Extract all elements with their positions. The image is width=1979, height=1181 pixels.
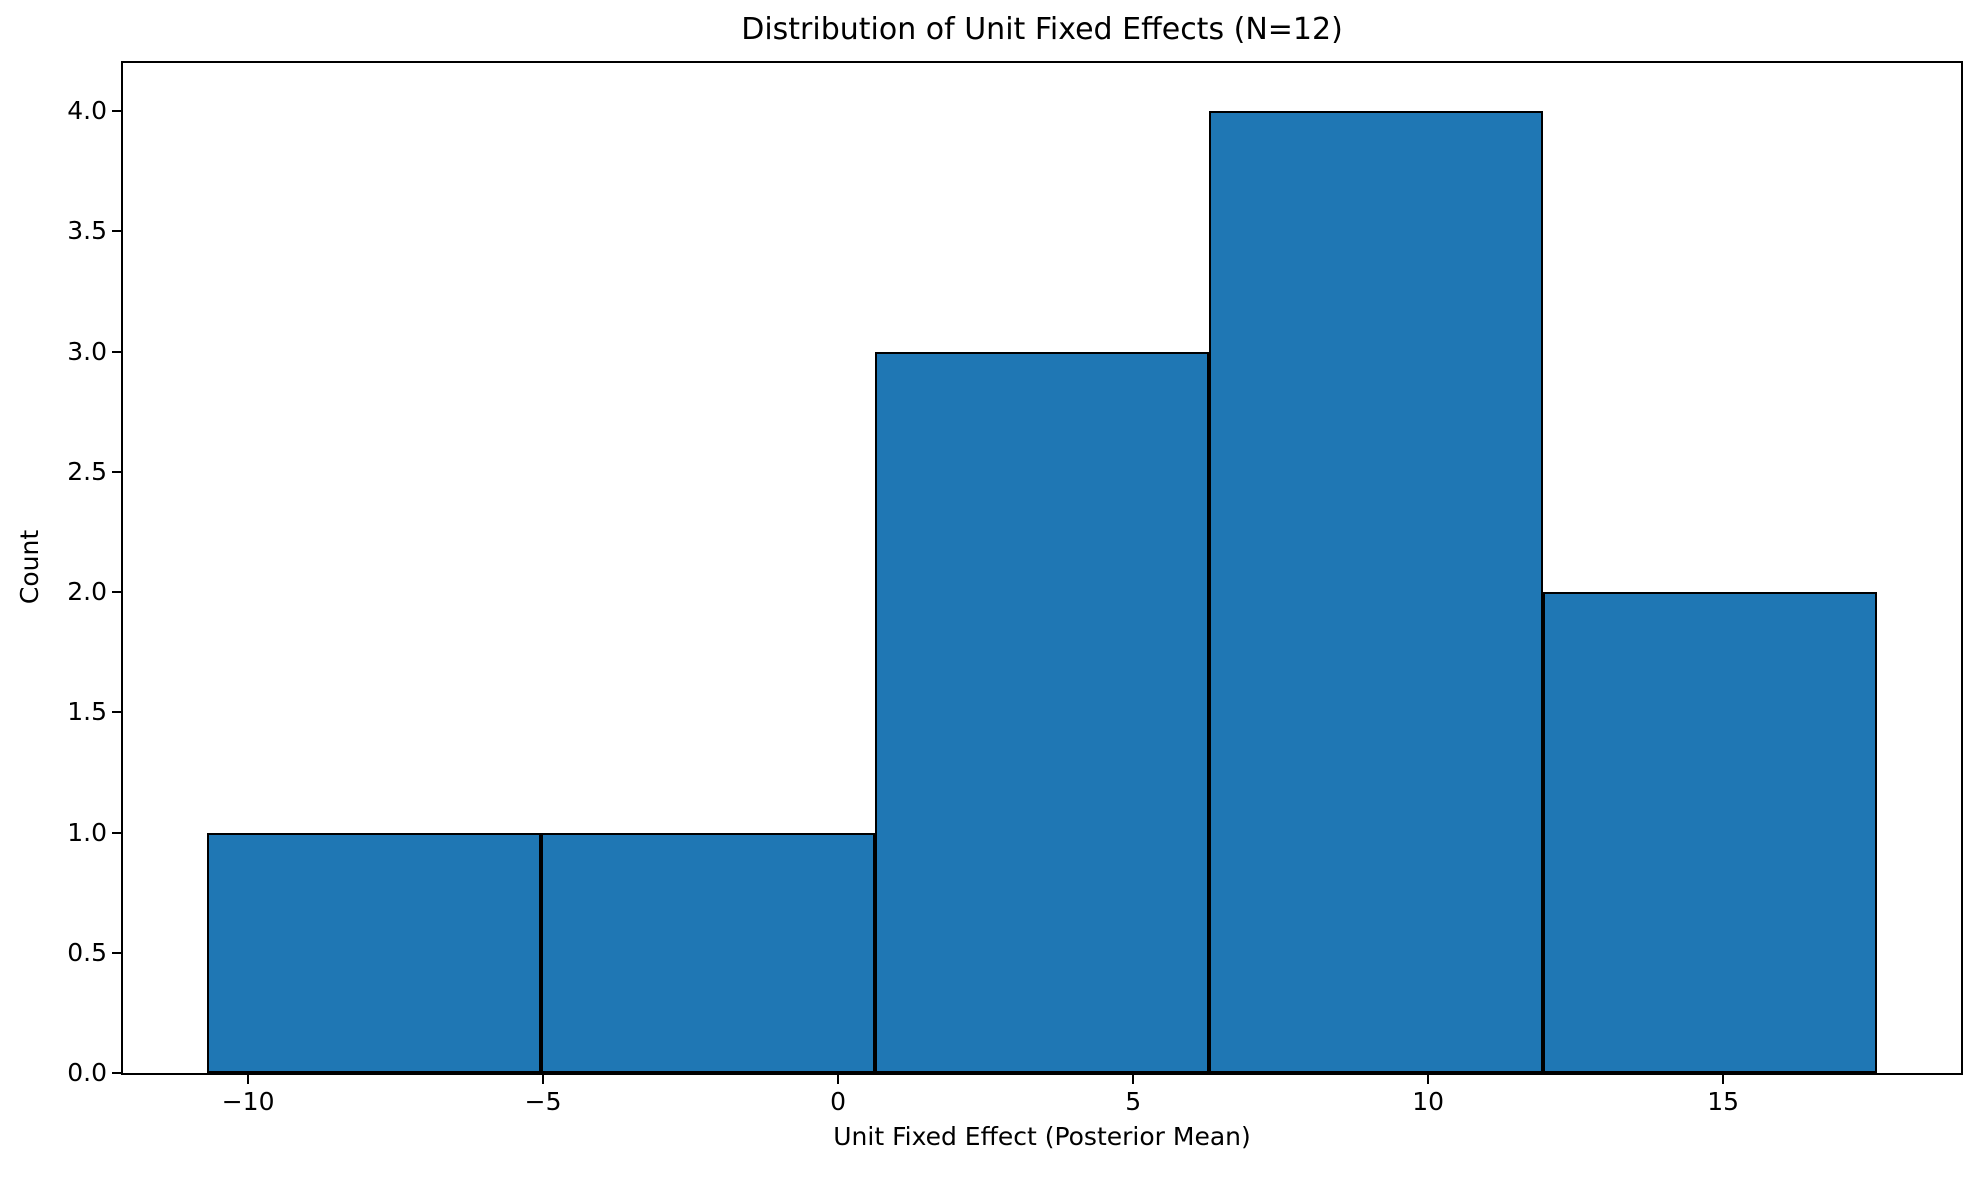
x-axis-label: Unit Fixed Effect (Posterior Mean) bbox=[833, 1122, 1251, 1151]
y-tick-mark bbox=[112, 1072, 121, 1074]
x-tick-mark bbox=[1427, 1075, 1430, 1084]
histogram-bar bbox=[1208, 111, 1543, 1073]
y-tick-label: 4.0 bbox=[67, 96, 107, 126]
histogram-bar bbox=[1542, 592, 1877, 1073]
x-tick-label: 10 bbox=[1412, 1087, 1445, 1116]
y-tick-label: 0.5 bbox=[67, 937, 107, 967]
histogram-bar bbox=[540, 832, 875, 1073]
y-tick-mark bbox=[112, 470, 121, 473]
y-tick-label: 3.0 bbox=[67, 336, 107, 366]
y-tick-mark bbox=[112, 591, 121, 593]
x-tick-mark bbox=[1722, 1075, 1725, 1084]
x-tick-label: −10 bbox=[221, 1087, 275, 1116]
y-tick-mark bbox=[112, 110, 121, 113]
x-tick-mark bbox=[837, 1075, 840, 1084]
y-tick-label: 1.0 bbox=[67, 817, 107, 847]
y-tick-label: 0.0 bbox=[67, 1058, 107, 1087]
y-tick-mark bbox=[112, 230, 121, 233]
y-tick-mark bbox=[112, 350, 121, 353]
histogram-bar bbox=[206, 832, 541, 1073]
y-tick-mark bbox=[112, 951, 121, 954]
chart-title: Distribution of Unit Fixed Effects (N=12… bbox=[741, 12, 1343, 47]
y-tick-label: 2.5 bbox=[67, 456, 107, 486]
x-tick-mark bbox=[247, 1075, 250, 1084]
x-tick-label: 5 bbox=[1125, 1087, 1142, 1116]
plot-area bbox=[121, 61, 1963, 1075]
histogram-bar bbox=[874, 351, 1209, 1073]
bars-layer bbox=[123, 63, 1961, 1073]
y-tick-label: 2.0 bbox=[67, 577, 107, 606]
y-tick-label: 1.5 bbox=[67, 697, 107, 727]
x-tick-label: 15 bbox=[1707, 1087, 1740, 1116]
x-tick-mark bbox=[542, 1075, 545, 1084]
x-tick-label: −5 bbox=[524, 1087, 562, 1116]
y-tick-mark bbox=[112, 831, 121, 834]
x-tick-mark bbox=[1132, 1075, 1135, 1084]
x-tick-label: 0 bbox=[830, 1087, 847, 1116]
y-axis-label-text: Count bbox=[15, 529, 44, 605]
y-tick-mark bbox=[112, 711, 121, 714]
y-tick-label: 3.5 bbox=[67, 216, 107, 246]
